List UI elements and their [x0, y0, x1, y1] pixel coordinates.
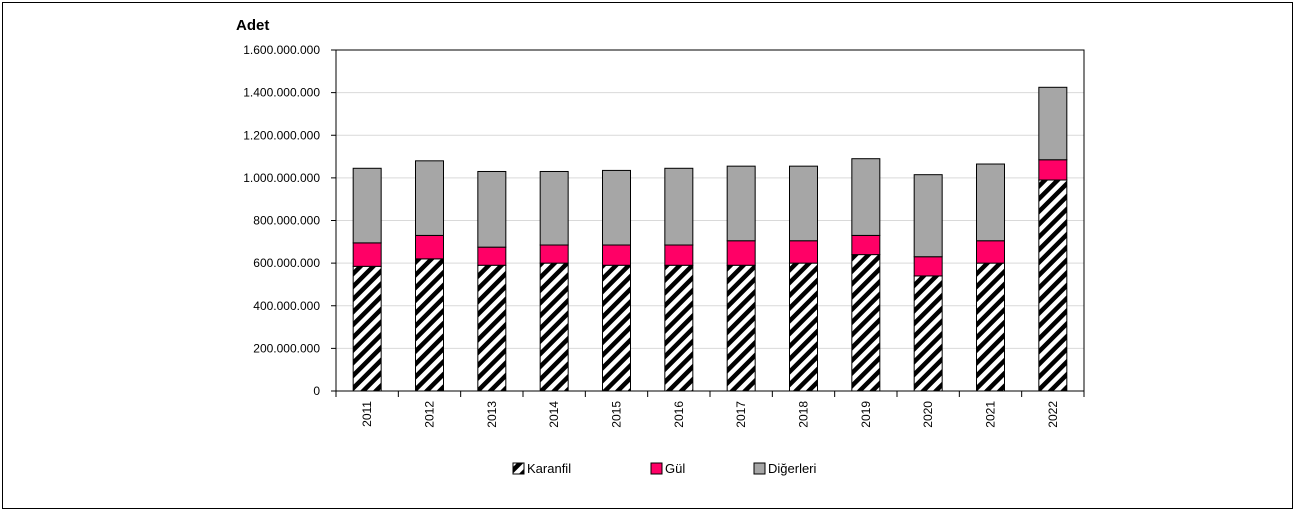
legend-item-karanfil: Karanfil	[512, 461, 571, 476]
x-tick-labels: 2011 2012 2013 2014 2015 2016 2017 2018 2019 2020…	[360, 401, 1060, 428]
bar-g-l-2015	[602, 244, 631, 266]
y-tick-label: 1.200.000.000	[243, 128, 320, 142]
bar-di-erleri-2017	[726, 165, 756, 242]
gridlines	[336, 92, 1084, 349]
legend-item-di-erleri: Diğerleri	[753, 461, 817, 476]
bar-di-erleri-2011	[352, 167, 382, 244]
bar-g-l-2022	[1038, 159, 1068, 181]
bar-karanfil-2012	[415, 258, 444, 392]
bar-di-erleri-2016	[664, 167, 694, 246]
bar-g-l-2016	[664, 244, 694, 266]
bar-karanfil-2014	[539, 262, 569, 392]
bar-g-l-2021	[976, 240, 1005, 264]
bar-g-l-2012	[415, 234, 444, 260]
x-tick-label: 2015	[610, 401, 624, 428]
bar-karanfil-2016	[664, 264, 694, 392]
bar-di-erleri-2021	[976, 163, 1005, 242]
x-tick-label: 2018	[797, 401, 811, 428]
x-tick-label: 2017	[734, 401, 748, 428]
legend: Karanfil Gül Diğerleri	[512, 461, 817, 476]
bar-karanfil-2018	[789, 262, 818, 392]
bar-g-l-2017	[726, 240, 756, 266]
bar-g-l-2011	[352, 242, 382, 267]
bar-g-l-2014	[539, 244, 569, 264]
y-tick-label: 1.400.000.000	[243, 86, 320, 100]
bar-karanfil-2021	[976, 262, 1005, 392]
bar-karanfil-2011	[352, 265, 382, 392]
y-tick-labels: 0 200.000.000 400.000.000 600.000.000 800.00…	[243, 43, 320, 398]
bar-g-l-2019	[851, 234, 881, 256]
y-tick-label: 0	[313, 384, 320, 398]
x-tick-label: 2012	[423, 401, 437, 428]
legend-item-g-l: Gül	[650, 461, 685, 476]
x-tick-label: 2021	[984, 401, 998, 428]
y-tick-label: 800.000.000	[253, 214, 320, 228]
y-tick-label: 1.000.000.000	[243, 171, 320, 185]
bar-g-l-2013	[477, 246, 507, 266]
x-tick-label: 2019	[859, 401, 873, 428]
bar-karanfil-2013	[477, 264, 507, 392]
bar-di-erleri-2012	[415, 160, 444, 236]
bar-karanfil-2015	[602, 264, 631, 392]
x-tick-label: 2011	[360, 401, 374, 427]
bar-karanfil-2017	[726, 264, 756, 392]
legend-swatch	[650, 462, 663, 475]
x-tick-label: 2013	[485, 401, 499, 428]
bar-di-erleri-2020	[913, 174, 943, 258]
y-axis-label: Adet	[236, 17, 269, 34]
bar-g-l-2020	[913, 256, 943, 277]
legend-swatch	[753, 462, 766, 475]
bar-di-erleri-2019	[851, 158, 881, 236]
y-tick-label: 600.000.000	[253, 256, 320, 270]
legend-label: Diğerleri	[768, 461, 817, 476]
y-tick-label: 1.600.000.000	[243, 43, 320, 57]
legend-label: Karanfil	[527, 461, 571, 476]
legend-label: Gül	[665, 461, 685, 476]
bar-karanfil-2019	[851, 254, 881, 392]
axes	[331, 49, 1085, 397]
bar-karanfil-2020	[913, 275, 943, 392]
bars	[352, 86, 1068, 392]
x-tick-label: 2022	[1046, 401, 1060, 428]
bar-di-erleri-2018	[789, 165, 818, 242]
x-tick-label: 2014	[547, 401, 561, 428]
bar-di-erleri-2022	[1038, 86, 1068, 161]
bar-di-erleri-2015	[602, 169, 631, 246]
y-tick-label: 400.000.000	[253, 299, 320, 313]
bar-karanfil-2022	[1038, 179, 1068, 392]
bar-di-erleri-2014	[539, 170, 569, 246]
x-tick-label: 2020	[921, 401, 935, 428]
y-tick-label: 200.000.000	[253, 341, 320, 355]
bar-g-l-2018	[789, 240, 818, 264]
bar-di-erleri-2013	[477, 170, 507, 248]
legend-swatch	[512, 462, 525, 475]
x-tick-label: 2016	[672, 401, 686, 428]
